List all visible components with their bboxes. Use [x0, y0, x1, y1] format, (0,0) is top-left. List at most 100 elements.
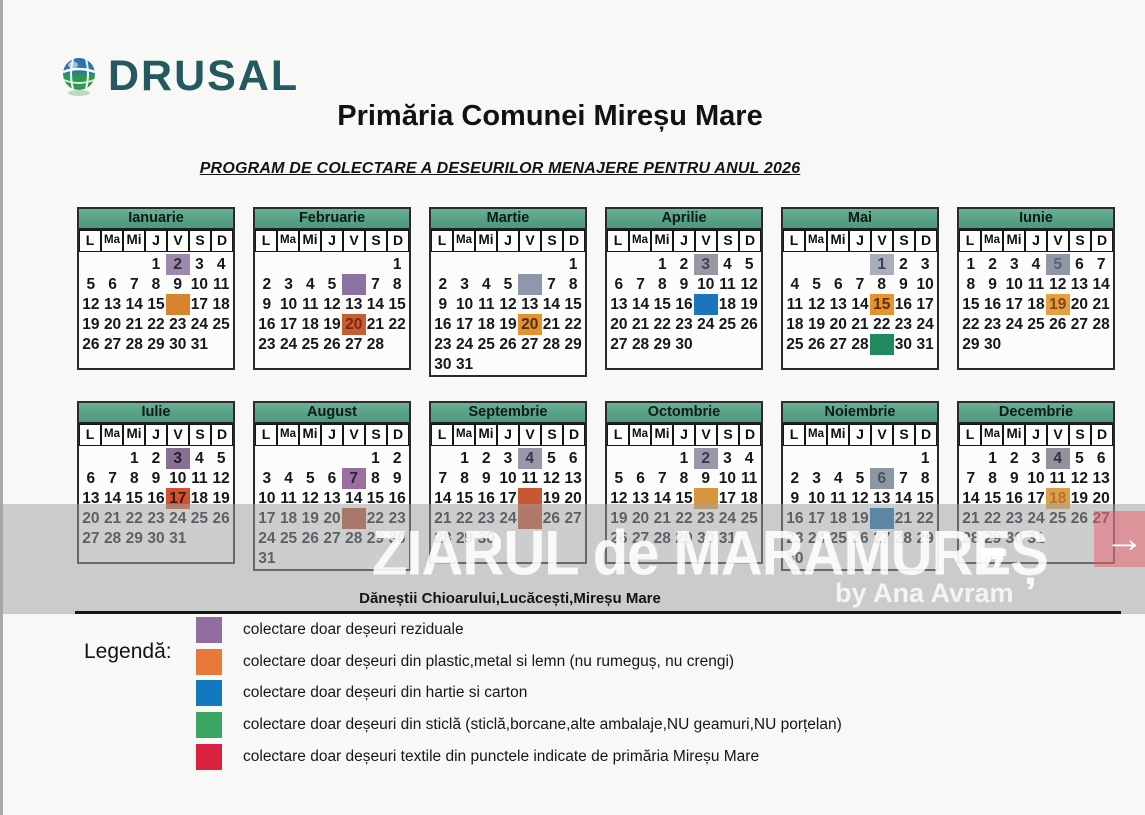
day-cell: 10 [497, 469, 519, 489]
day-number: 12 [542, 470, 561, 487]
day-number: 23 [983, 316, 1002, 333]
empty-cell [651, 449, 673, 469]
weekday-label: V [167, 230, 189, 252]
day-number: 7 [438, 470, 448, 487]
day-cell: 29 [651, 335, 673, 355]
weekday-row: L Ma Mi J V S D [79, 230, 233, 252]
weekday-label: D [1091, 424, 1113, 446]
day-cell: 15 [982, 489, 1004, 509]
day-number: 22 [653, 316, 671, 333]
empty-cell [432, 255, 454, 275]
day-number: 10 [718, 470, 737, 487]
day-number: 11 [719, 276, 736, 293]
scan-edge-artifact [0, 0, 3, 815]
day-cell: 12 [210, 469, 232, 489]
day-cell: 14 [102, 489, 124, 509]
month-header: Iulie [79, 403, 233, 424]
day-cell: 6 [1069, 255, 1091, 275]
day-cell: 28 [541, 335, 563, 355]
day-cell: 9 [1003, 469, 1025, 489]
weekday-label: Mi [475, 230, 497, 252]
day-cell: 8 [123, 469, 145, 489]
day-cell: 1 [562, 255, 584, 275]
day-cell: 25 [1025, 315, 1047, 335]
day-cell: 5 [1069, 449, 1091, 469]
day-cell: 6 [562, 449, 584, 469]
weekday-row: L Ma Mi J V S D [255, 424, 409, 446]
empty-cell [321, 449, 343, 469]
empty-cell [541, 355, 563, 375]
day-number: 26 [1049, 316, 1067, 333]
weekday-label: V [519, 424, 541, 446]
day-cell: 11 [1047, 469, 1069, 489]
day-number: 2 [262, 276, 272, 293]
day-cell: 18 [1025, 295, 1047, 315]
month-calendar-iunie: Iunie L Ma Mi J V S D 1 2 3 4 5 6 7 8 9 10 11 12 13 14 15 16 17 1… [957, 207, 1115, 370]
weekday-label: Ma [101, 230, 123, 252]
day-number: 8 [568, 276, 578, 293]
weekday-row: L Ma Mi J V S D [607, 424, 761, 446]
day-cell: 19 [1069, 489, 1091, 509]
day-cell: 16 [145, 489, 167, 509]
day-cell: 6 [321, 469, 343, 489]
weekday-label: Ma [981, 230, 1003, 252]
day-number: 3 [1031, 450, 1041, 467]
day-number: 27 [521, 336, 539, 353]
empty-cell [343, 255, 365, 275]
day-number: 5 [1053, 256, 1063, 273]
day-number: 15 [873, 296, 891, 313]
day-number: 5 [547, 450, 556, 467]
day-number: 16 [258, 316, 276, 333]
weekday-label: Ma [981, 424, 1003, 446]
day-cell: 11 [278, 489, 300, 509]
day-number: 20 [103, 316, 122, 333]
day-number: 31 [190, 336, 209, 353]
day-number: 22 [873, 316, 891, 333]
day-cell: 2 [673, 255, 695, 275]
month-calendar-mai: Mai L Ma Mi J V S D 1 2 3 4 5 6 7 8 9 10 11 12 13 14 15 16 17 18 1… [781, 207, 939, 370]
day-cell: 11 [475, 295, 497, 315]
day-cell: 12 [1069, 469, 1091, 489]
weekday-label: D [1091, 230, 1113, 252]
day-number: 10 [279, 296, 298, 313]
day-cell: 17 [1025, 489, 1047, 509]
day-cell: 14 [893, 489, 915, 509]
day-number: 14 [345, 490, 363, 507]
weekday-row: L Ma Mi J V S D [431, 424, 585, 446]
day-cell: 26 [321, 335, 343, 355]
day-cell: 6 [80, 469, 102, 489]
day-number: 18 [786, 316, 804, 333]
day-number: 4 [305, 276, 315, 293]
day-number: 25 [786, 336, 804, 353]
day-cell: 25 [475, 335, 497, 355]
day-cell: 27 [608, 335, 630, 355]
weekday-label: V [871, 424, 893, 446]
day-number: 10 [916, 276, 934, 293]
day-number: 28 [631, 336, 650, 353]
day-cell: 2 [475, 449, 497, 469]
day-number: 12 [323, 296, 341, 313]
day-number: 11 [280, 490, 297, 507]
month-header: Mai [783, 209, 937, 230]
day-cell: 25 [210, 315, 232, 335]
day-cell: 14 [432, 489, 454, 509]
collection-marker-plastic [869, 294, 894, 315]
day-number: 15 [125, 490, 143, 507]
day-number: 16 [894, 296, 913, 313]
day-cell: 11 [784, 295, 806, 315]
weekday-label: L [783, 230, 805, 252]
day-number: 16 [983, 296, 1002, 313]
weekday-label: Mi [1003, 424, 1025, 446]
weekday-row: L Ma Mi J V S D [431, 230, 585, 252]
day-cell: 2 [982, 255, 1004, 275]
weekday-label: J [497, 424, 519, 446]
empty-cell [102, 255, 124, 275]
day-cell: 17 [278, 315, 300, 335]
day-number: 30 [894, 336, 913, 353]
day-cell: 2 [256, 275, 278, 295]
collection-marker-sticla [869, 334, 894, 355]
weekday-label: J [321, 424, 343, 446]
weekday-label: D [563, 424, 585, 446]
day-number: 12 [212, 470, 230, 487]
